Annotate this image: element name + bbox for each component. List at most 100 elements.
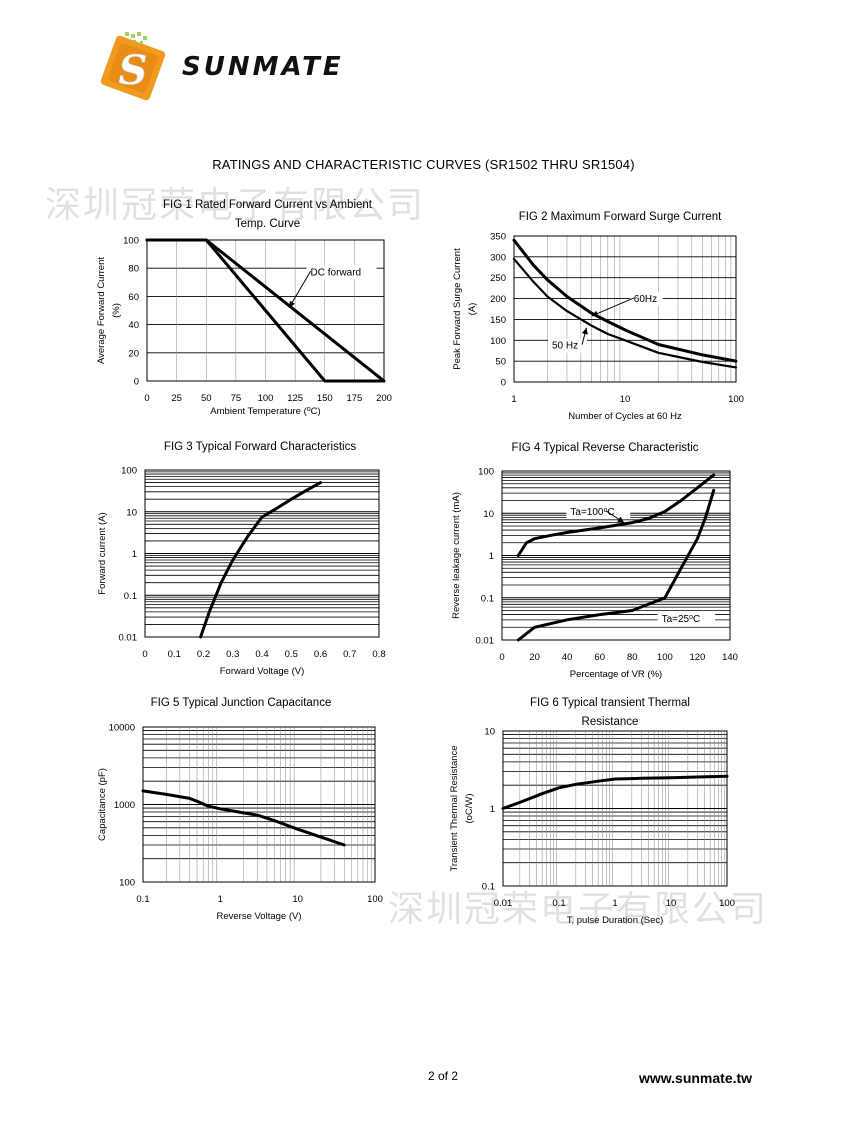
fig1-x-tick-label: 200: [376, 393, 392, 404]
fig1-x-axis-label: Ambient Temperature (oC): [210, 406, 320, 418]
fig3-y-tick-label: 10: [126, 507, 137, 518]
page-number: 2 of 2: [428, 1069, 459, 1083]
fig1-y-tick-label: 20: [128, 348, 139, 359]
fig1-y-tick-label: 0: [134, 377, 139, 388]
fig5-plot: 0.1 1 10 100 100 1000 10000 Reverse Voltage (V)…: [97, 723, 383, 923]
fig6-y-tick-label: 10: [484, 727, 495, 738]
fig3-y-tick-label: 1: [132, 549, 137, 560]
page-title: RATINGS AND CHARACTERISTIC CURVES (SR150…: [212, 157, 635, 172]
fig4-x-tick-label: 120: [689, 652, 705, 663]
fig2-x-tick-label: 1: [511, 394, 516, 405]
fig1-x-tick-label: 75: [231, 393, 242, 404]
fig2-frame: [513, 235, 737, 383]
fig2-y-axis-label: Peak Forward Surge Current: [452, 248, 463, 370]
fig5-y-tick-label: 1000: [114, 800, 135, 811]
fig4-arrowhead-icon: [617, 516, 625, 523]
fig4-plot: 0 20 40 60 80 100 120 140 0.01 0.1 1 10 100 Percentag…: [451, 467, 738, 681]
fig6-title-line2: Resistance: [581, 716, 639, 728]
fig2-title: FIG 2 Maximum Forward Surge Current: [480, 208, 760, 227]
fig3-x-tick-label: 0.4: [255, 649, 268, 660]
fig1-title: FIG 1 Rated Forward Current vs Ambient T…: [130, 196, 405, 234]
fig5-x-axis-label: Reverse Voltage (V): [216, 911, 301, 922]
fig2-y-tick-label: 150: [490, 315, 506, 326]
fig2-title-line1: FIG 2 Maximum Forward Surge Current: [518, 211, 722, 223]
fig5-title-line1: FIG 5 Typical Junction Capacitance: [150, 697, 332, 709]
fig2-y-tick-label: 300: [490, 252, 506, 263]
fig2-series-60hz: [512, 238, 738, 363]
fig2-y-axis-label: (A): [467, 303, 478, 316]
fig5-series-capacitance: [141, 789, 346, 847]
brand-name: SUNMATE: [182, 52, 344, 82]
fig3-plot: 0 0.1 0.2 0.3 0.4 0.5 0.6 0.7 0.8 0.01 0.1 1 10 100 Fo…: [97, 466, 386, 678]
fig5-y-tick-label: 10000: [109, 723, 135, 734]
fig6-x-tick-label: 0.1: [552, 898, 565, 909]
fig4-title-line1: FIG 4 Typical Reverse Characteristic: [511, 442, 699, 454]
fig2-x-axis-label: Number of Cycles at 60 Hz: [568, 411, 682, 422]
fig5-y-tick-label: 100: [119, 878, 135, 889]
fig1-plot: 0 25 50 75 100 125 150 175 200 0 20 40 60 80 100 Ambien…: [96, 236, 392, 418]
fig3-x-tick-label: 0.1: [168, 649, 181, 660]
fig2-y-tick-label: 200: [490, 294, 506, 305]
logo-mark-icon: S: [100, 32, 166, 101]
fig4-y-tick-label: 100: [478, 467, 494, 478]
fig2-y-tick-label: 250: [490, 273, 506, 284]
fig3-x-tick-label: 0: [142, 649, 147, 660]
fig4-x-tick-label: 0: [499, 652, 504, 663]
fig5-title: FIG 5 Typical Junction Capacitance: [110, 694, 372, 713]
fig5-x-tick-label: 0.1: [136, 894, 149, 905]
fig1-x-tick-label: 100: [258, 393, 274, 404]
fig3-y-tick-label: 0.1: [124, 591, 137, 602]
fig2-plot: 1 10 100 0 50 100 150 200 250 300 350 Number of Cyc…: [452, 232, 744, 423]
fig5-x-tick-label: 100: [367, 894, 383, 905]
fig4-annotation: Ta=25oC: [662, 613, 701, 625]
fig1-y-tick-label: 60: [128, 292, 139, 303]
fig1-annotation: DC forward: [311, 267, 362, 278]
fig1-annotation-bg: [306, 265, 377, 280]
fig3-x-tick-label: 0.7: [343, 649, 356, 660]
fig2-arrowhead-icon: [581, 327, 588, 335]
fig3-frame: [144, 469, 380, 638]
fig4-x-axis-label: Percentage of VR (%): [570, 669, 662, 680]
fig1-y-tick-label: 100: [123, 236, 139, 247]
fig1-y-tick-label: 80: [128, 264, 139, 275]
fig5-frame: [142, 726, 376, 883]
fig6-y-axis-label: (oC/W): [464, 793, 475, 823]
fig5-x-tick-label: 1: [218, 894, 223, 905]
fig4-series-ta-25: [516, 488, 716, 642]
fig2-annotation-bg: [629, 291, 663, 306]
fig2-annotation: 60Hz: [634, 294, 657, 305]
fig3-title-line1: FIG 3 Typical Forward Characteristics: [163, 441, 357, 453]
fig4-y-axis-label: Reverse leakage current (mA): [451, 492, 462, 619]
fig4-x-tick-label: 60: [594, 652, 605, 663]
fig2-arrowhead-icon: [591, 310, 599, 317]
fig6-title: FIG 6 Typical transient Thermal Resistan…: [480, 694, 740, 732]
fig2-x-tick-label: 100: [728, 394, 744, 405]
fig3-x-tick-label: 0.8: [372, 649, 385, 660]
fig6-x-tick-label: 1: [612, 898, 617, 909]
fig1-x-tick-label: 50: [201, 393, 212, 404]
fig6-x-axis-label: T, pulse Duration (Sec): [567, 915, 664, 926]
logo-letter: S: [119, 47, 148, 94]
fig2-annotation: 50 Hz: [552, 341, 578, 352]
website-link[interactable]: www.sunmate.tw: [639, 1070, 753, 1086]
fig1-title-line1: FIG 1 Rated Forward Current vs Ambient: [163, 199, 372, 211]
fig3-x-tick-label: 0.2: [197, 649, 210, 660]
fig4-annotation: Ta=100oC: [570, 507, 614, 519]
fig6-x-tick-label: 0.01: [494, 898, 513, 909]
fig6-y-axis-label: Transient Thermal Resistance: [449, 745, 460, 871]
fig1-y-axis-label: Average Forward Current: [96, 257, 107, 364]
fig4-x-tick-label: 40: [562, 652, 573, 663]
fig1-series-rated: [145, 238, 386, 383]
logo: S: [95, 30, 175, 110]
watermark-top: 深圳冠荣电子有限公司: [45, 185, 426, 226]
fig4-y-tick-label: 0.1: [481, 593, 494, 604]
fig6-y-tick-label: 1: [490, 804, 495, 815]
fig2-annotation-arrow: [591, 297, 634, 317]
fig4-x-tick-label: 20: [529, 652, 540, 663]
fig3-title: FIG 3 Typical Forward Characteristics: [120, 438, 400, 457]
fig2-y-tick-label: 100: [490, 336, 506, 347]
fig1-frame: [146, 239, 385, 382]
fig1-y-axis-label: (%): [111, 303, 122, 318]
